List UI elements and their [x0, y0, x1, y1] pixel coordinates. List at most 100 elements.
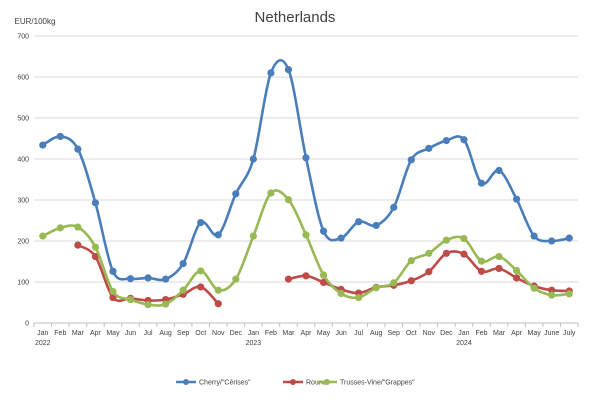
data-point — [74, 223, 82, 231]
series-2 — [39, 189, 573, 309]
y-tick-label: 100 — [17, 280, 29, 287]
x-tick-label: Jan — [458, 330, 469, 337]
legend-swatch-marker — [183, 379, 189, 385]
data-point — [109, 293, 117, 302]
data-point — [355, 293, 363, 302]
data-point — [232, 190, 240, 198]
data-point — [197, 283, 205, 291]
legend: Cherry/"Cérises" Round Trusses-Vine/"Grapp… — [176, 379, 415, 387]
data-point — [407, 257, 415, 265]
series-1 — [74, 241, 573, 308]
x-tick-label: Feb — [475, 330, 487, 337]
data-point — [249, 155, 257, 163]
data-point — [267, 69, 275, 77]
series-group — [39, 59, 573, 309]
data-point — [302, 231, 310, 239]
x-tick-label: Dec — [230, 330, 243, 337]
data-point — [530, 284, 538, 292]
x-tick-label: Oct — [195, 330, 206, 337]
x-tick-label: Jun — [125, 330, 136, 337]
year-label: 2024 — [456, 340, 472, 347]
y-tick-label: 0 — [25, 321, 29, 328]
data-point — [162, 300, 170, 308]
x-tick-label: Nov — [212, 330, 225, 337]
data-point — [302, 272, 310, 280]
y-axis-label: EUR/100kg — [15, 17, 56, 26]
data-point — [477, 257, 486, 265]
data-point — [337, 289, 345, 298]
data-point — [530, 232, 538, 240]
data-point — [197, 218, 205, 227]
x-tick-label: Dec — [440, 330, 453, 337]
x-tick-label: Mar — [493, 330, 506, 337]
data-point — [548, 286, 556, 294]
y-tick-label: 700 — [17, 34, 29, 41]
gridlines — [34, 35, 578, 324]
year-label: 2023 — [246, 340, 262, 347]
data-point — [460, 250, 468, 258]
legend-label: Cherry/"Cérises" — [199, 380, 251, 387]
data-point — [565, 290, 573, 298]
data-point — [407, 277, 415, 285]
data-point — [372, 221, 380, 230]
y-tick-label: 600 — [17, 75, 29, 82]
x-tick-label: Jan — [37, 330, 48, 337]
year-label: 2022 — [35, 340, 51, 347]
data-point — [372, 284, 380, 292]
y-axis: 0 100 200 300 400 500 600 700 — [17, 34, 29, 328]
data-point — [355, 218, 363, 226]
data-point — [512, 266, 521, 275]
x-tick-label: Oct — [406, 330, 417, 337]
data-point — [442, 249, 450, 257]
data-point — [442, 236, 450, 244]
legend-item: Round — [283, 379, 327, 387]
data-point — [425, 249, 433, 257]
data-point — [39, 232, 47, 240]
data-point — [39, 141, 47, 149]
data-point — [477, 267, 486, 275]
data-point — [302, 154, 310, 162]
series-line — [42, 189, 570, 307]
x-tick-label: Jul — [354, 330, 363, 337]
data-point — [214, 231, 222, 239]
data-point — [319, 271, 328, 279]
data-point — [565, 234, 573, 242]
data-point — [74, 241, 82, 249]
x-tick-label: Aug — [370, 330, 383, 337]
data-point — [512, 195, 521, 203]
data-point — [319, 278, 328, 287]
data-point — [91, 243, 100, 251]
legend-swatch-marker — [290, 379, 296, 385]
data-point — [109, 287, 117, 296]
data-point — [126, 296, 135, 304]
data-point — [56, 224, 64, 232]
data-point — [162, 275, 170, 283]
data-point — [214, 300, 222, 308]
x-tick-label: Apr — [90, 330, 102, 337]
data-point — [512, 274, 521, 282]
x-tick-label: Nov — [423, 330, 436, 337]
data-point — [197, 267, 205, 275]
data-point — [179, 259, 187, 268]
data-point — [460, 234, 468, 243]
x-tick-label: Mar — [72, 330, 85, 337]
x-tick-label: Apr — [301, 330, 313, 337]
data-point — [425, 268, 433, 276]
legend-label: Trusses-Vine/"Grappes" — [340, 380, 415, 387]
y-tick-label: 300 — [17, 198, 29, 205]
x-tick-label: Apr — [511, 330, 523, 337]
y-tick-label: 400 — [17, 157, 29, 164]
x-tick-label: July — [563, 330, 576, 337]
x-tick-label: Feb — [54, 330, 66, 337]
y-tick-label: 200 — [17, 239, 29, 246]
data-point — [144, 300, 152, 309]
legend-swatch-marker — [324, 379, 330, 385]
data-point — [249, 232, 257, 240]
data-point — [74, 145, 82, 153]
series-0 — [39, 59, 573, 283]
data-point — [390, 203, 398, 211]
data-point — [337, 234, 345, 242]
data-point — [407, 156, 415, 164]
x-tick-label: Jan — [248, 330, 259, 337]
